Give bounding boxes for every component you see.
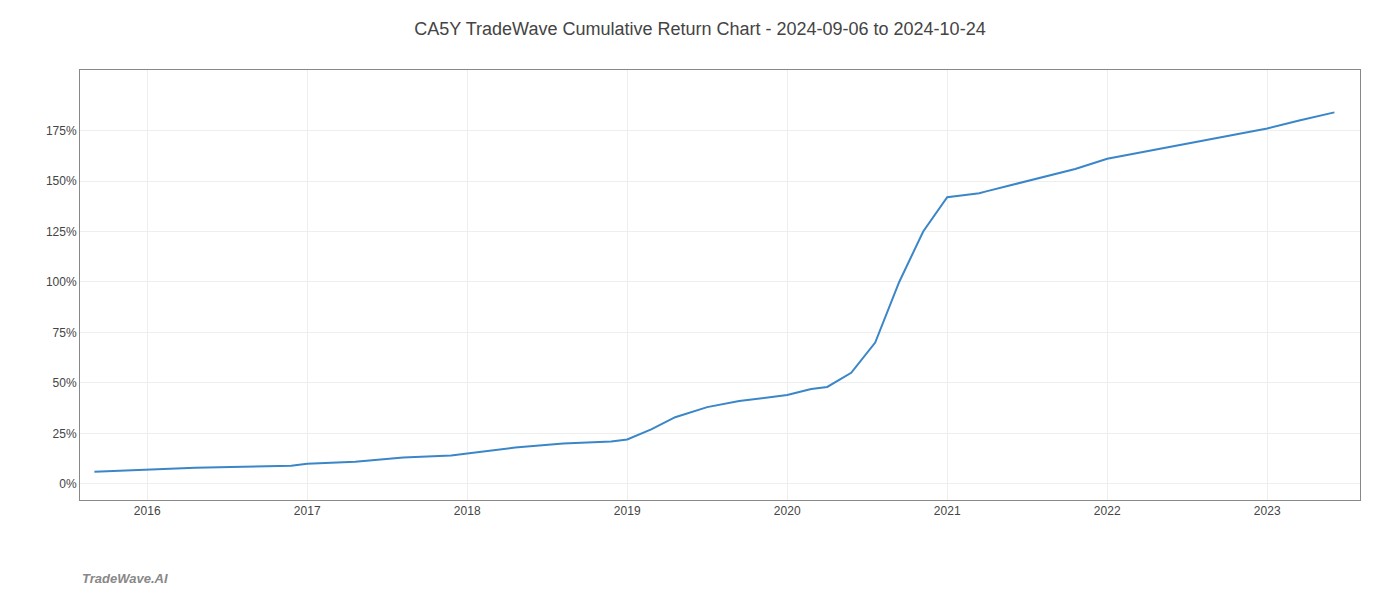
svg-text:75%: 75% bbox=[53, 326, 77, 340]
svg-text:2016: 2016 bbox=[134, 504, 161, 518]
svg-text:50%: 50% bbox=[53, 376, 77, 390]
svg-text:0%: 0% bbox=[59, 477, 77, 491]
svg-text:TradeWave.AI: TradeWave.AI bbox=[82, 571, 168, 586]
svg-text:150%: 150% bbox=[46, 174, 77, 188]
svg-text:2019: 2019 bbox=[614, 504, 641, 518]
svg-text:2023: 2023 bbox=[1254, 504, 1281, 518]
svg-text:25%: 25% bbox=[53, 427, 77, 441]
svg-text:2017: 2017 bbox=[294, 504, 321, 518]
svg-text:175%: 175% bbox=[46, 124, 77, 138]
svg-text:125%: 125% bbox=[46, 225, 77, 239]
svg-text:CA5Y TradeWave Cumulative Retu: CA5Y TradeWave Cumulative Return Chart -… bbox=[414, 19, 985, 39]
svg-text:2021: 2021 bbox=[934, 504, 961, 518]
svg-text:2020: 2020 bbox=[774, 504, 801, 518]
svg-text:2022: 2022 bbox=[1094, 504, 1121, 518]
svg-text:100%: 100% bbox=[46, 275, 77, 289]
svg-text:2018: 2018 bbox=[454, 504, 481, 518]
